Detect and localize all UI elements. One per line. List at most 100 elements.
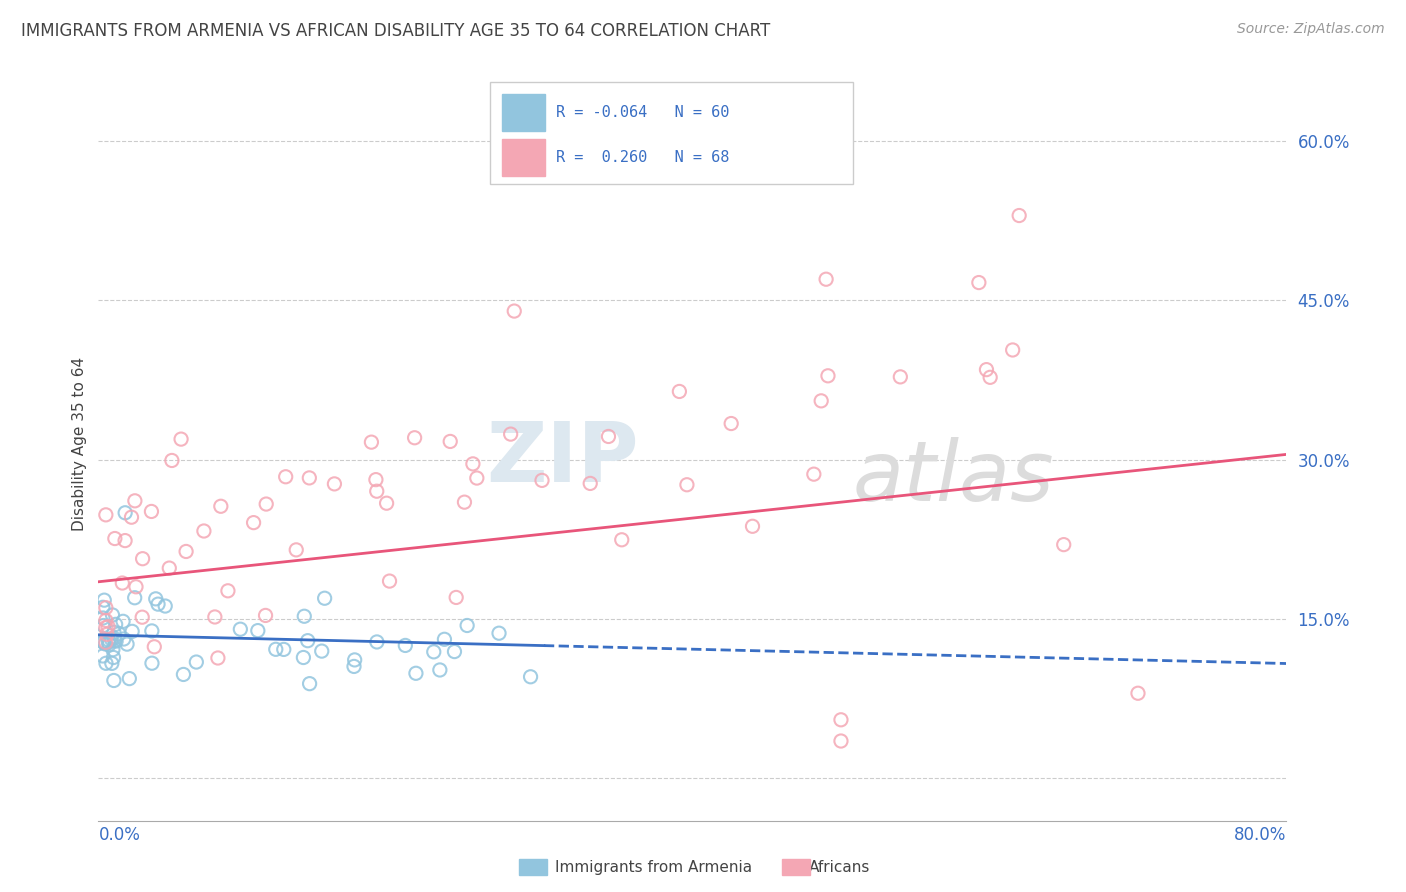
Point bbox=[967, 276, 990, 290]
Point bbox=[979, 370, 1001, 384]
Point bbox=[610, 533, 633, 547]
Point bbox=[217, 583, 239, 598]
Point bbox=[97, 619, 120, 633]
Point bbox=[170, 432, 193, 446]
Point bbox=[141, 624, 163, 638]
Point bbox=[254, 608, 277, 623]
Point bbox=[366, 635, 388, 649]
Point bbox=[273, 642, 295, 657]
Text: Africans: Africans bbox=[808, 860, 870, 874]
Point bbox=[146, 597, 169, 611]
Point bbox=[579, 476, 602, 491]
Point bbox=[101, 607, 124, 622]
Point bbox=[456, 618, 478, 632]
Point bbox=[108, 627, 131, 641]
Point bbox=[264, 642, 287, 657]
Point bbox=[94, 635, 117, 649]
Point bbox=[298, 676, 321, 690]
Point bbox=[141, 504, 163, 518]
Point bbox=[676, 477, 699, 491]
Point bbox=[519, 670, 541, 684]
Point bbox=[172, 667, 194, 681]
Point bbox=[94, 637, 117, 651]
Point bbox=[803, 467, 825, 482]
Point bbox=[499, 427, 522, 442]
Point bbox=[830, 734, 852, 748]
Point bbox=[366, 484, 388, 499]
Point bbox=[405, 666, 427, 681]
Text: Source: ZipAtlas.com: Source: ZipAtlas.com bbox=[1237, 22, 1385, 37]
Point bbox=[668, 384, 690, 399]
Point bbox=[93, 618, 115, 632]
Text: ZIP: ZIP bbox=[486, 418, 638, 500]
Point bbox=[103, 673, 125, 688]
Point bbox=[720, 417, 742, 431]
Point bbox=[94, 600, 117, 615]
Point bbox=[465, 471, 488, 485]
Point bbox=[503, 304, 526, 318]
Point bbox=[121, 510, 143, 524]
Point bbox=[810, 393, 832, 408]
Point bbox=[488, 626, 510, 640]
Point bbox=[242, 516, 264, 530]
Point bbox=[229, 622, 252, 636]
Point bbox=[125, 580, 148, 594]
Point bbox=[104, 617, 127, 632]
Point bbox=[124, 591, 146, 605]
Point bbox=[114, 506, 136, 520]
Point bbox=[292, 650, 315, 665]
Point bbox=[111, 576, 134, 591]
Point bbox=[209, 500, 232, 514]
Point bbox=[976, 362, 998, 376]
Point bbox=[103, 625, 125, 640]
Point bbox=[94, 508, 117, 522]
Point bbox=[443, 644, 465, 658]
FancyBboxPatch shape bbox=[502, 139, 546, 177]
Point bbox=[104, 633, 127, 648]
Point bbox=[104, 532, 127, 546]
Point bbox=[311, 644, 333, 658]
Point bbox=[91, 648, 114, 663]
Point bbox=[103, 631, 125, 645]
FancyBboxPatch shape bbox=[491, 82, 853, 184]
Point bbox=[298, 471, 321, 485]
Point bbox=[131, 551, 153, 566]
Point bbox=[91, 600, 114, 615]
FancyBboxPatch shape bbox=[502, 94, 546, 131]
Text: atlas: atlas bbox=[853, 437, 1054, 518]
Point bbox=[100, 632, 122, 646]
Point bbox=[444, 591, 467, 605]
Point bbox=[94, 657, 117, 671]
Point bbox=[103, 650, 125, 665]
Point bbox=[394, 639, 416, 653]
Point bbox=[817, 368, 839, 383]
Point bbox=[360, 435, 382, 450]
Text: R =  0.260   N = 68: R = 0.260 N = 68 bbox=[555, 150, 730, 165]
Point bbox=[96, 627, 118, 641]
Point bbox=[193, 524, 215, 538]
Point bbox=[118, 672, 141, 686]
Point bbox=[343, 653, 366, 667]
Point bbox=[93, 593, 115, 607]
Point bbox=[297, 633, 319, 648]
Point bbox=[378, 574, 401, 588]
Point bbox=[375, 496, 398, 510]
Y-axis label: Disability Age 35 to 64: Disability Age 35 to 64 bbox=[72, 357, 87, 531]
Point bbox=[404, 431, 426, 445]
Point bbox=[1126, 686, 1149, 700]
Point bbox=[461, 457, 484, 471]
Point bbox=[1053, 538, 1076, 552]
Point bbox=[174, 544, 197, 558]
Point bbox=[94, 614, 117, 628]
Point bbox=[285, 542, 308, 557]
Point bbox=[131, 610, 153, 624]
Text: R = -0.064   N = 60: R = -0.064 N = 60 bbox=[555, 104, 730, 120]
Point bbox=[741, 519, 763, 533]
Point bbox=[91, 611, 114, 625]
Point bbox=[274, 469, 297, 483]
Point bbox=[141, 657, 163, 671]
Point bbox=[157, 561, 180, 575]
Point bbox=[207, 651, 229, 665]
Point bbox=[101, 642, 124, 657]
Point bbox=[94, 620, 117, 634]
